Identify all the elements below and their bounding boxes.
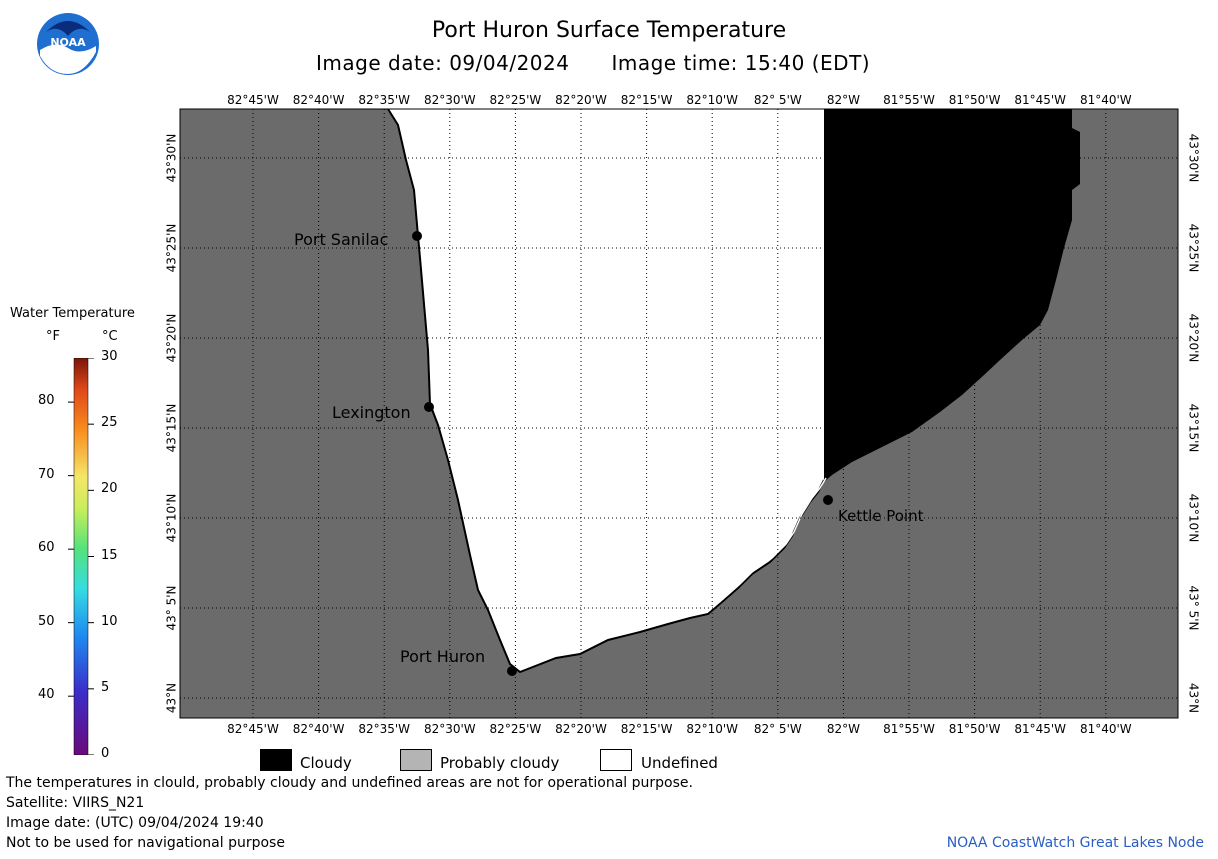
lon-label: 82°40'W (293, 722, 345, 736)
lon-label: 82°20'W (555, 722, 607, 736)
disclaimer-text: The temperatures in clould, probably clo… (6, 775, 693, 791)
lon-label: 82°40'W (293, 93, 345, 107)
lon-label: 82°45'W (227, 93, 279, 107)
lat-label: 43°10'N (1187, 494, 1201, 543)
image-date: Image date: 09/04/2024 (316, 51, 570, 75)
unit-celsius: °C (102, 329, 118, 344)
label-port-huron: Port Huron (400, 647, 485, 666)
lat-label: 43° 5'N (1187, 586, 1201, 631)
marker-port-huron (507, 666, 517, 676)
lat-label: 43°10'N (165, 494, 179, 543)
map-frame (179, 108, 1179, 719)
lon-label: 81°50'W (949, 722, 1001, 736)
page-title: Port Huron Surface Temperature (431, 18, 787, 43)
noaa-logo-icon: NOAA (36, 12, 100, 76)
lat-lon-grid (180, 109, 1178, 718)
west-shoreline (387, 109, 825, 674)
image-datetime: Image date: 09/04/2024 Image time: 15:40 … (316, 51, 870, 75)
celsius-tick-label: 15 (101, 547, 118, 563)
cloudy-swatch (260, 749, 292, 771)
lon-label: 82°45'W (227, 722, 279, 736)
probably-cloudy-label: Probably cloudy (440, 754, 560, 772)
marker-port-sanilac (412, 231, 422, 241)
lon-label: 82°10'W (686, 722, 738, 736)
lat-label: 43°20'N (165, 314, 179, 363)
lon-label: 81°55'W (883, 722, 935, 736)
lon-label: 82°30'W (424, 722, 476, 736)
lat-label: 43°15'N (165, 404, 179, 453)
celsius-tick-label: 5 (101, 679, 110, 695)
lon-label: 81°50'W (949, 93, 1001, 107)
undefined-area (388, 109, 824, 672)
lon-label: 82° 5'W (754, 93, 802, 107)
fahrenheit-tick-label: 60 (38, 540, 55, 556)
lon-label: 81°40'W (1080, 722, 1132, 736)
lat-label: 43°15'N (1187, 404, 1201, 453)
lon-label: 81°45'W (1014, 722, 1066, 736)
fahrenheit-tick-label: 70 (38, 466, 55, 482)
label-kettle-point: Kettle Point (838, 507, 924, 525)
image-time: Image time: 15:40 (EDT) (611, 51, 871, 75)
label-lexington: Lexington (332, 403, 411, 422)
celsius-tick-label: 25 (101, 415, 118, 431)
undefined-swatch (600, 749, 632, 771)
lon-labels-top: 82°45'W 82°40'W 82°35'W 82°30'W 82°25'W 82°20… (227, 93, 1132, 107)
cloud-legend: Cloudy Probably cloudy Undefined (260, 746, 780, 772)
probably-cloudy-swatch (400, 749, 432, 771)
legend-title: Water Temperature (10, 306, 135, 321)
lon-label: 82° 5'W (754, 722, 802, 736)
temperature-colorbar (68, 357, 94, 756)
west-shoreline-highlight (392, 109, 827, 669)
lat-labels-left: 43°30'N 43°25'N 43°20'N 43°15'N 43°10'N 43° 5… (165, 134, 179, 714)
lon-label: 82°15'W (621, 722, 673, 736)
lat-label: 43°N (1187, 683, 1201, 713)
lon-label: 82°W (827, 93, 860, 107)
marker-lexington (424, 402, 434, 412)
undefined-label: Undefined (641, 754, 718, 772)
lat-labels-right: 43°30'N 43°25'N 43°20'N 43°15'N 43°10'N 43° 5… (1187, 134, 1201, 714)
satellite-text: Satellite: VIIRS_N21 (6, 795, 145, 811)
credit-link[interactable]: NOAA CoastWatch Great Lakes Node (946, 835, 1204, 851)
logo-text: NOAA (50, 36, 86, 49)
celsius-tick-label: 0 (101, 746, 110, 761)
lat-label: 43°30'N (165, 134, 179, 183)
lon-label: 81°55'W (883, 93, 935, 107)
lon-label: 81°40'W (1080, 93, 1132, 107)
utc-date-text: Image date: (UTC) 09/04/2024 19:40 (6, 815, 264, 831)
lon-label: 82°25'W (490, 722, 542, 736)
lon-label: 82°W (827, 722, 860, 736)
celsius-tick-label: 10 (101, 613, 118, 629)
fahrenheit-tick-label: 50 (38, 613, 55, 629)
cloudy-label: Cloudy (300, 754, 352, 772)
label-port-sanilac: Port Sanilac (294, 230, 388, 249)
lat-label: 43°30'N (1187, 134, 1201, 183)
lat-label: 43° 5'N (165, 586, 179, 631)
fahrenheit-tick-label: 40 (38, 687, 55, 703)
lon-label: 82°35'W (358, 93, 410, 107)
celsius-tick-label: 30 (101, 349, 118, 364)
marker-kettle-point (823, 495, 833, 505)
lon-label: 81°45'W (1014, 93, 1066, 107)
lat-label: 43°20'N (1187, 314, 1201, 363)
lon-label: 82°25'W (490, 93, 542, 107)
lon-label: 82°20'W (555, 93, 607, 107)
lat-label: 43°N (165, 683, 179, 713)
lat-label: 43°25'N (165, 224, 179, 273)
lon-label: 82°30'W (424, 93, 476, 107)
cloudy-area (824, 109, 1080, 482)
lon-label: 82°15'W (621, 93, 673, 107)
fahrenheit-tick-label: 80 (38, 393, 55, 409)
lon-label: 82°35'W (358, 722, 410, 736)
lon-label: 82°10'W (686, 93, 738, 107)
celsius-tick-label: 20 (101, 481, 118, 497)
lon-labels-bottom: 82°45'W 82°40'W 82°35'W 82°30'W 82°25'W 82°20… (227, 722, 1132, 736)
unit-fahrenheit: °F (46, 329, 60, 344)
lat-label: 43°25'N (1187, 224, 1201, 273)
nav-warning-text: Not to be used for navigational purpose (6, 835, 285, 851)
